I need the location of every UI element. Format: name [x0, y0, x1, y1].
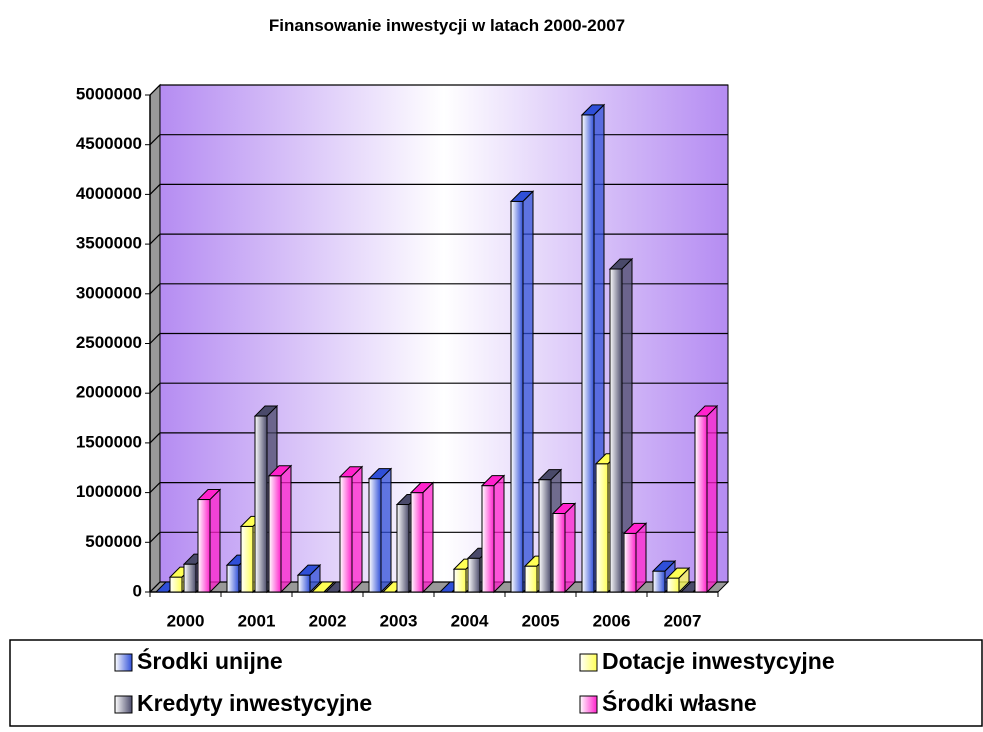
y-tick-label: 4500000 [76, 134, 142, 153]
bar [694, 415, 708, 593]
grid-line [149, 332, 728, 344]
legend-box [9, 639, 983, 727]
bar-side [309, 563, 321, 594]
y-tick-label: 4000000 [76, 184, 142, 203]
legend-swatch [579, 653, 598, 672]
bar-side [564, 502, 576, 594]
x-tick-label: 2006 [593, 611, 631, 630]
bar [254, 415, 268, 593]
bar [538, 479, 552, 593]
grid-line [149, 84, 728, 96]
x-tick-label: 2001 [238, 611, 276, 630]
y-tick-label: 3000000 [76, 283, 142, 302]
x-tick-label: 2004 [451, 611, 489, 630]
bar [552, 512, 566, 593]
bar-side [635, 522, 647, 594]
y-tick-label: 3500000 [76, 234, 142, 253]
bar [595, 463, 609, 593]
x-tick-label: 2005 [522, 611, 560, 630]
bar [396, 504, 410, 593]
bar-side [422, 481, 434, 594]
bar [368, 478, 382, 593]
bar [510, 200, 524, 593]
bar [268, 475, 282, 593]
bar-side [706, 404, 718, 594]
bar [581, 114, 595, 593]
bar [524, 565, 538, 593]
bar [467, 557, 481, 593]
grid-line [149, 382, 728, 394]
y-tick-label: 500000 [85, 532, 142, 551]
x-tick-label: 2007 [664, 611, 702, 630]
bar [481, 485, 495, 593]
grid-line [149, 183, 728, 195]
bar [169, 576, 183, 593]
legend-label: Dotacje inwestycyjne [602, 648, 835, 674]
legend-label: Środki unijne [137, 647, 283, 674]
bar [183, 563, 197, 593]
bar [410, 492, 424, 593]
y-tick-label: 5000000 [76, 84, 142, 103]
bar [652, 570, 666, 593]
bar-side [522, 190, 534, 594]
bar-side [280, 464, 292, 594]
bar [623, 532, 637, 593]
legend-swatch [114, 695, 133, 714]
y-tick-label: 2000000 [76, 383, 142, 402]
bar-side [351, 465, 363, 594]
bar [240, 525, 254, 593]
bar [297, 574, 311, 593]
bar [226, 564, 240, 593]
bar [609, 268, 623, 593]
legend-label: Kredyty inwestycyjne [137, 690, 372, 716]
grid-line [149, 233, 728, 245]
legend-swatch [114, 653, 133, 672]
bar-side [678, 566, 690, 594]
bar-side [493, 474, 505, 594]
bar [197, 499, 211, 593]
bar [453, 568, 467, 593]
legend-label: Środki własne [602, 689, 757, 716]
x-tick-label: 2000 [167, 611, 205, 630]
grid-line [149, 432, 728, 444]
y-tick-label: 0 [133, 581, 142, 600]
y-tick-label: 1000000 [76, 482, 142, 501]
grid-line [149, 134, 728, 146]
bar-side [209, 488, 221, 594]
bar [339, 476, 353, 593]
bar-side [380, 467, 392, 594]
bar [666, 577, 680, 593]
x-tick-label: 2003 [380, 611, 418, 630]
grid-line [149, 283, 728, 295]
bar-side [323, 581, 335, 593]
y-tick-label: 2500000 [76, 333, 142, 352]
y-tick-label: 1500000 [76, 432, 142, 451]
x-tick-label: 2002 [309, 611, 347, 630]
legend-swatch [579, 695, 598, 714]
chart-title: Finansowanie inwestycji w latach 2000-20… [269, 16, 625, 35]
